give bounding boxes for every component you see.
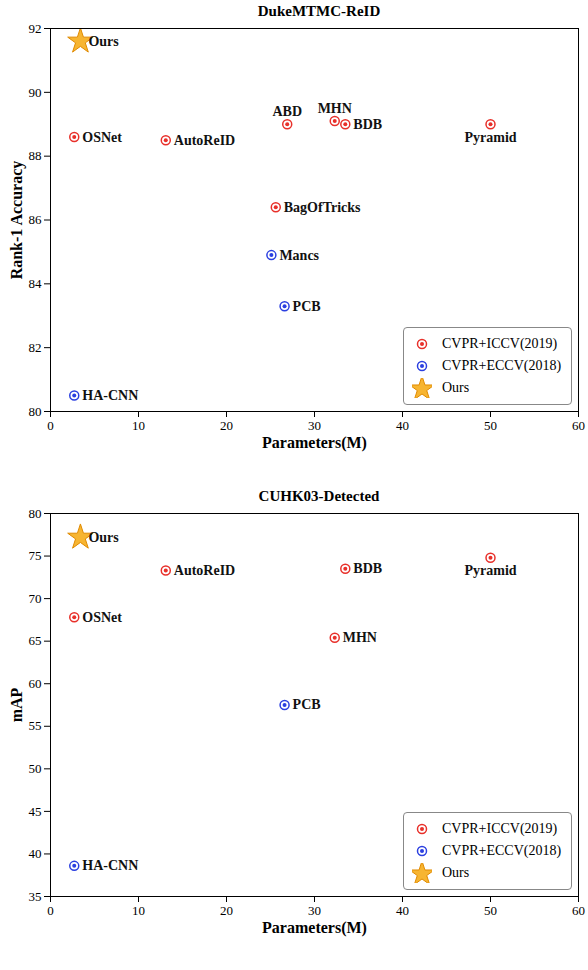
svg-text:90: 90 <box>29 84 42 99</box>
svg-text:Pyramid: Pyramid <box>464 563 516 578</box>
svg-text:Ours: Ours <box>88 530 119 545</box>
svg-text:70: 70 <box>29 591 42 606</box>
html-text:Ours: Ours <box>442 865 470 880</box>
svg-text:OSNet: OSNet <box>82 129 122 144</box>
svg-text:30: 30 <box>308 418 321 433</box>
html-text:CUHK03-Detected: CUHK03-Detected <box>258 488 380 504</box>
svg-text:84: 84 <box>29 276 43 291</box>
svg-text:Ours: Ours <box>88 34 119 49</box>
html-text:Ours: Ours <box>442 380 470 395</box>
svg-text:Rank-1 Accuracy: Rank-1 Accuracy <box>8 161 26 280</box>
svg-text:75: 75 <box>29 548 42 563</box>
svg-text:10: 10 <box>132 418 145 433</box>
svg-text:45: 45 <box>29 804 42 819</box>
svg-text:Pyramid: Pyramid <box>464 130 516 145</box>
html-text:CVPR+ICCV(2019): CVPR+ICCV(2019) <box>442 336 558 351</box>
svg-text:80: 80 <box>29 404 42 419</box>
svg-text:Parameters(M): Parameters(M) <box>262 919 367 937</box>
svg-text:50: 50 <box>29 761 42 776</box>
svg-text:HA-CNN: HA-CNN <box>82 858 138 873</box>
svg-text:AutoReID: AutoReID <box>174 563 235 578</box>
svg-text:PCB: PCB <box>293 697 321 712</box>
svg-text:50: 50 <box>484 903 497 918</box>
svg-text:50: 50 <box>484 418 497 433</box>
html-text:CVPR+ECCV(2018): CVPR+ECCV(2018) <box>442 358 562 373</box>
svg-text:AutoReID: AutoReID <box>174 133 235 148</box>
svg-text:82: 82 <box>29 340 42 355</box>
html-text:CVPR+ICCV(2019): CVPR+ICCV(2019) <box>442 821 558 836</box>
svg-text:MHN: MHN <box>343 630 377 645</box>
svg-text:Mancs: Mancs <box>279 248 319 263</box>
svg-text:BDB: BDB <box>353 117 382 132</box>
html-text:DukeMTMC-ReID: DukeMTMC-ReID <box>257 3 381 19</box>
svg-text:55: 55 <box>29 718 42 733</box>
svg-text:92: 92 <box>29 22 42 36</box>
svg-text:OSNet: OSNet <box>82 610 122 625</box>
svg-text:MHN: MHN <box>318 101 352 116</box>
svg-text:60: 60 <box>572 903 585 918</box>
svg-text:20: 20 <box>220 418 233 433</box>
svg-text:PCB: PCB <box>293 299 321 314</box>
svg-text:86: 86 <box>29 212 43 227</box>
svg-text:80: 80 <box>29 507 42 521</box>
svg-text:40: 40 <box>396 903 409 918</box>
svg-text:20: 20 <box>220 903 233 918</box>
svg-text:30: 30 <box>308 903 321 918</box>
svg-text:Parameters(M): Parameters(M) <box>262 434 367 452</box>
svg-text:HA-CNN: HA-CNN <box>82 388 138 403</box>
svg-text:60: 60 <box>572 418 585 433</box>
html-text:CVPR+ECCV(2018): CVPR+ECCV(2018) <box>442 843 562 858</box>
svg-text:40: 40 <box>396 418 409 433</box>
svg-text:40: 40 <box>29 846 42 861</box>
svg-text:ABD: ABD <box>272 104 302 119</box>
svg-text:88: 88 <box>29 148 42 163</box>
svg-text:65: 65 <box>29 633 42 648</box>
svg-text:BDB: BDB <box>353 561 382 576</box>
svg-text:10: 10 <box>132 903 145 918</box>
svg-text:0: 0 <box>47 418 54 433</box>
svg-text:0: 0 <box>47 903 54 918</box>
svg-text:mAP: mAP <box>8 687 25 722</box>
svg-text:60: 60 <box>29 676 42 691</box>
svg-text:BagOfTricks: BagOfTricks <box>284 200 361 215</box>
svg-text:35: 35 <box>29 889 42 904</box>
